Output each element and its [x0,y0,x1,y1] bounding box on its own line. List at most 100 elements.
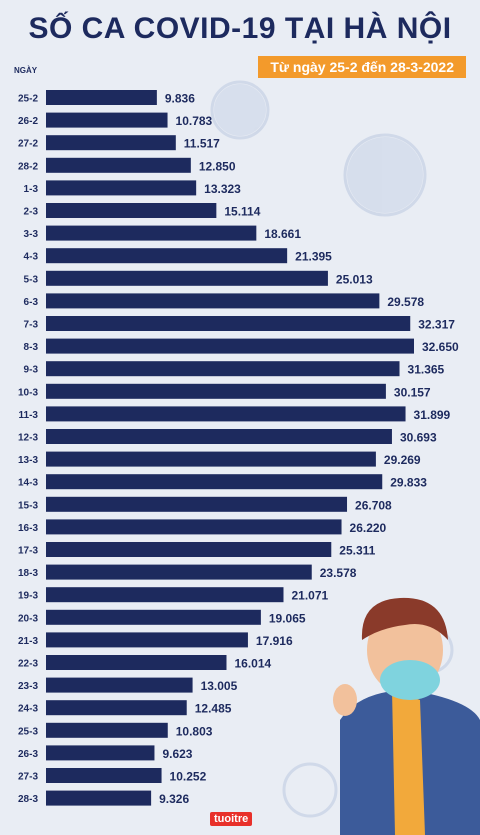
value-label: 13.323 [204,182,241,196]
value-label: 12.850 [199,159,236,173]
value-label: 10.783 [176,114,213,128]
value-label: 31.899 [414,408,451,422]
bar [46,338,414,354]
chart-subtitle: Từ ngày 25-2 đến 28-3-2022 [258,56,466,78]
category-label: 26-3 [18,749,38,760]
category-label: 25-3 [18,726,38,737]
category-label: 3-3 [24,229,39,240]
category-label: 20-3 [18,613,38,624]
bar [46,790,152,806]
category-label: 16-3 [18,523,38,534]
value-label: 15.114 [224,205,260,219]
category-label: 8-3 [24,342,39,353]
category-label: 12-3 [18,433,38,444]
value-label: 30.693 [400,431,437,445]
value-label: 23.578 [320,566,357,580]
category-label: 27-2 [18,139,38,150]
category-label: 14-3 [18,478,38,489]
value-label: 29.578 [387,295,424,309]
value-label: 17.916 [256,634,293,648]
bar [46,406,406,422]
bar [46,496,348,512]
value-label: 9.326 [159,792,189,806]
value-label: 21.395 [295,250,332,264]
bar [46,564,312,580]
bar [46,745,155,761]
value-label: 19.065 [269,611,306,625]
bar [46,700,187,716]
bar [46,157,191,173]
category-label: 28-2 [18,161,38,172]
bar [46,474,383,490]
bar [46,655,227,670]
value-label: 21.071 [291,589,328,603]
tuoitre-logo: tuoitre [210,812,253,826]
bar [46,451,376,467]
bar [46,542,332,557]
value-label: 18.661 [264,227,301,241]
category-label: 25-2 [18,94,38,105]
category-label: 10-3 [18,387,38,398]
chart-title: SỐ CA COVID-19 TẠI HÀ NỘI [28,12,452,45]
category-label: 24-3 [18,704,38,715]
person-illustration [333,597,480,835]
value-label: 12.485 [195,702,232,716]
value-label: 30.157 [394,385,431,399]
category-label: 22-3 [18,659,38,670]
value-label: 32.317 [418,318,455,332]
category-label: 26-2 [18,116,38,127]
category-label: 28-3 [18,794,38,805]
category-label: 1-3 [24,184,39,195]
bar [46,587,284,603]
bar [46,383,386,399]
category-label: 9-3 [24,365,39,376]
category-label: 15-3 [18,500,38,511]
value-label: 10.252 [170,770,207,784]
bar [46,248,288,264]
bar [46,519,342,535]
value-label: 25.013 [336,272,373,286]
category-label: 23-3 [18,681,38,692]
value-label: 13.005 [201,679,238,693]
bar [46,429,392,444]
category-label: 2-3 [24,207,39,218]
value-label: 9.623 [162,747,192,761]
category-label: 11-3 [19,410,39,421]
value-label: 25.311 [339,544,375,558]
bar [46,768,162,783]
bar [46,609,261,625]
bar [46,722,168,738]
bar [46,316,411,331]
bar [46,90,157,105]
category-label: 27-3 [18,772,38,783]
category-label: 19-3 [18,591,38,602]
category-label: 21-3 [18,636,38,647]
bar [46,632,248,648]
category-label: 6-3 [24,297,39,308]
value-label: 26.220 [350,521,387,535]
category-label: 7-3 [24,320,39,331]
y-axis-label: NGÀY [14,66,38,75]
category-label: 18-3 [18,568,38,579]
bar [46,677,193,693]
bar [46,293,380,309]
value-label: 29.269 [384,453,421,467]
category-label: 17-3 [18,546,38,557]
value-label: 16.014 [234,657,271,671]
category-label: 5-3 [24,274,39,285]
value-label: 9.836 [165,92,195,106]
value-label: 32.650 [422,340,459,354]
bar [46,180,197,196]
value-label: 10.803 [176,724,213,738]
value-label: 31.365 [408,363,445,377]
bar [46,361,400,377]
value-label: 29.833 [390,476,427,490]
category-label: 4-3 [24,252,39,263]
bar [46,135,176,151]
bar [46,270,328,286]
category-label: 13-3 [18,455,38,466]
bar [46,203,217,218]
bar [46,112,168,128]
